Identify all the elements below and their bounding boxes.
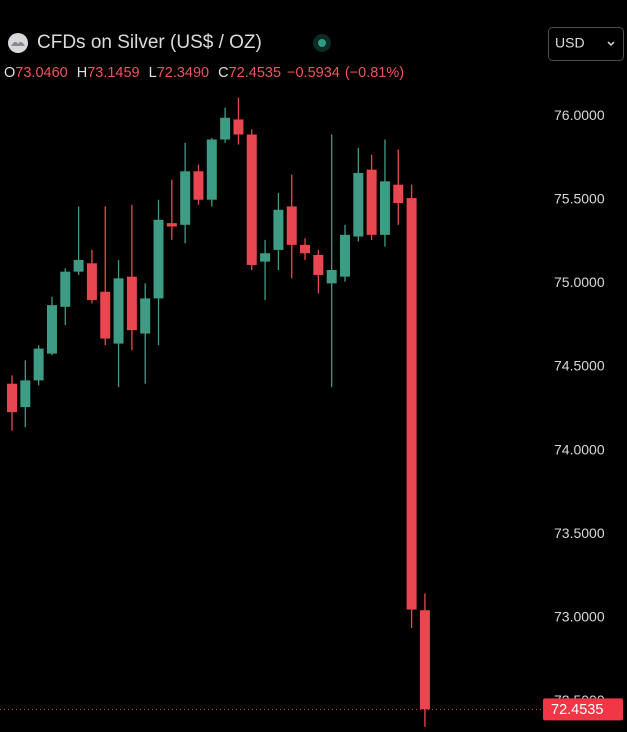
candle-body <box>233 119 244 135</box>
candle-body <box>153 219 164 299</box>
candle-body <box>366 169 377 235</box>
ohlc-key: O <box>4 65 15 81</box>
symbol-icon <box>8 33 28 53</box>
y-tick-label: 76.0000 <box>554 107 605 123</box>
price-tag-label: 72.4535 <box>551 702 603 718</box>
ohlc-key: L <box>149 65 157 81</box>
candle-body <box>113 278 124 344</box>
ohlc-key: C <box>218 65 228 81</box>
candle-body <box>166 223 177 227</box>
symbol-icon-detail <box>11 41 25 46</box>
candle-body <box>326 269 337 284</box>
candle-body <box>86 263 97 301</box>
currency-label: USD <box>555 35 585 51</box>
candle-body <box>286 206 297 245</box>
candle-body <box>7 383 17 413</box>
y-tick-label: 75.5000 <box>554 190 605 206</box>
ohlc-value: 72.4535 <box>229 65 281 81</box>
candle-body <box>180 171 191 225</box>
candle-body <box>60 271 71 307</box>
ohlc-row: O73.0460 H73.1459 L72.3490 C72.4535 −0.5934 (… <box>4 65 404 81</box>
change: −0.5934 <box>287 65 340 81</box>
candle-body <box>193 171 204 200</box>
candle-body <box>419 610 430 710</box>
candle-body <box>353 172 364 237</box>
candle-body <box>246 134 257 265</box>
candle-body <box>260 253 271 262</box>
ohlc-value: 73.0460 <box>15 65 67 81</box>
candle-body <box>300 244 311 254</box>
change-pct: (−0.81%) <box>345 65 404 81</box>
candle-body <box>126 276 137 331</box>
candle-body <box>340 234 350 277</box>
candle-body <box>33 348 44 381</box>
candle-body <box>393 184 404 204</box>
ohlc-value: 72.3490 <box>157 65 209 81</box>
y-tick-label: 74.5000 <box>554 358 605 374</box>
y-tick-label: 74.0000 <box>554 441 605 457</box>
y-tick-label: 75.0000 <box>554 274 605 290</box>
candle-body <box>46 305 57 354</box>
candle-body <box>73 259 84 272</box>
y-tick-label: 73.0000 <box>554 609 605 625</box>
candle-body <box>379 181 390 235</box>
candle-body <box>100 291 111 339</box>
ohlc-key: H <box>77 65 87 81</box>
symbol-title: CFDs on Silver (US$ / OZ) <box>37 32 262 53</box>
status-dot <box>318 39 326 47</box>
candle-body <box>273 209 284 250</box>
price-tag <box>543 698 623 721</box>
ohlc-value: 73.1459 <box>87 65 139 81</box>
candle-body <box>220 117 231 140</box>
candle-body <box>313 254 324 275</box>
currency-dropdown[interactable] <box>548 27 624 61</box>
dropdown-caret <box>607 41 615 47</box>
candle-body <box>406 198 417 610</box>
candle-body <box>140 298 151 334</box>
y-tick-label: 73.5000 <box>554 525 605 541</box>
candle-body <box>20 380 31 408</box>
candle-body <box>206 139 217 200</box>
